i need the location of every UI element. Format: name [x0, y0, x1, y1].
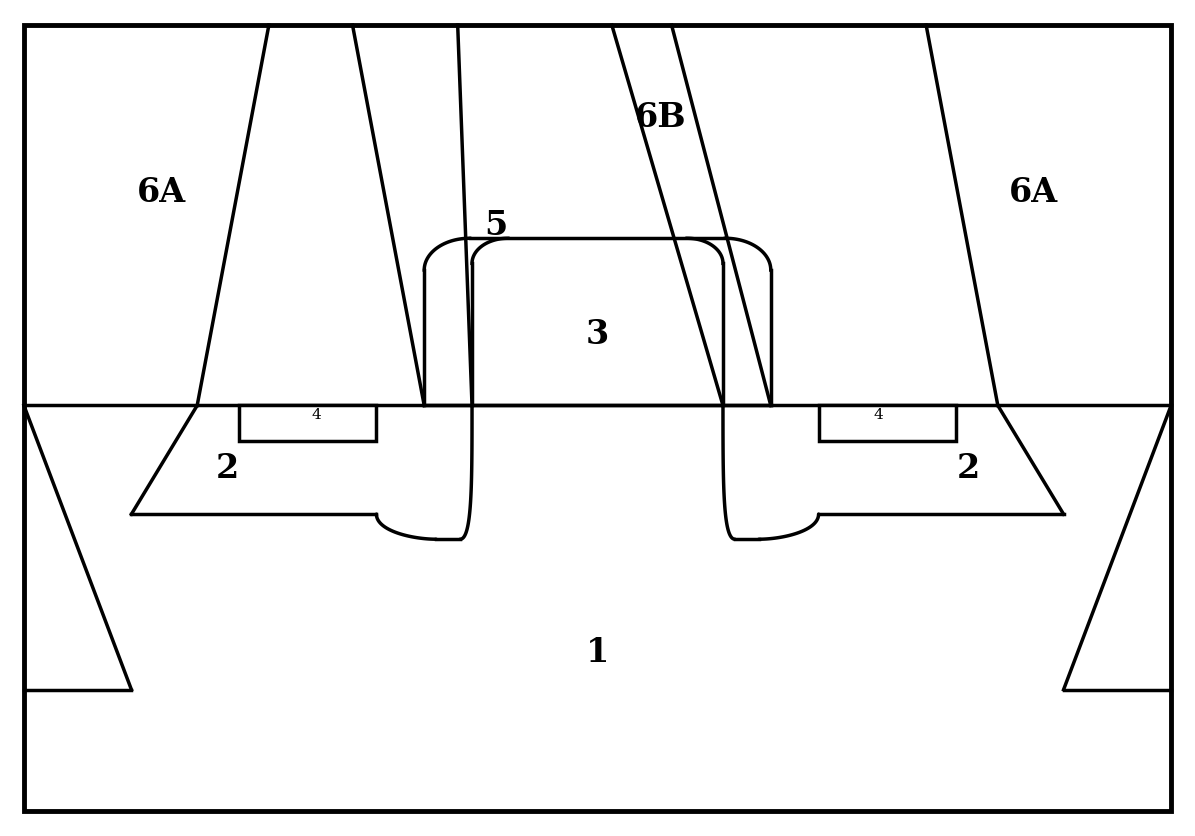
- Text: 3: 3: [586, 318, 609, 351]
- Text: 6B: 6B: [635, 100, 687, 134]
- Text: 6A: 6A: [136, 176, 186, 209]
- Bar: [239, 405, 376, 441]
- Text: 4: 4: [312, 409, 321, 422]
- Text: 1: 1: [586, 635, 609, 669]
- Bar: [819, 405, 956, 441]
- FancyBboxPatch shape: [24, 25, 1171, 811]
- Text: 2: 2: [956, 451, 980, 485]
- Text: 2: 2: [215, 451, 239, 485]
- Text: 4: 4: [874, 409, 883, 422]
- Text: 5: 5: [484, 209, 508, 242]
- Text: 6A: 6A: [1009, 176, 1059, 209]
